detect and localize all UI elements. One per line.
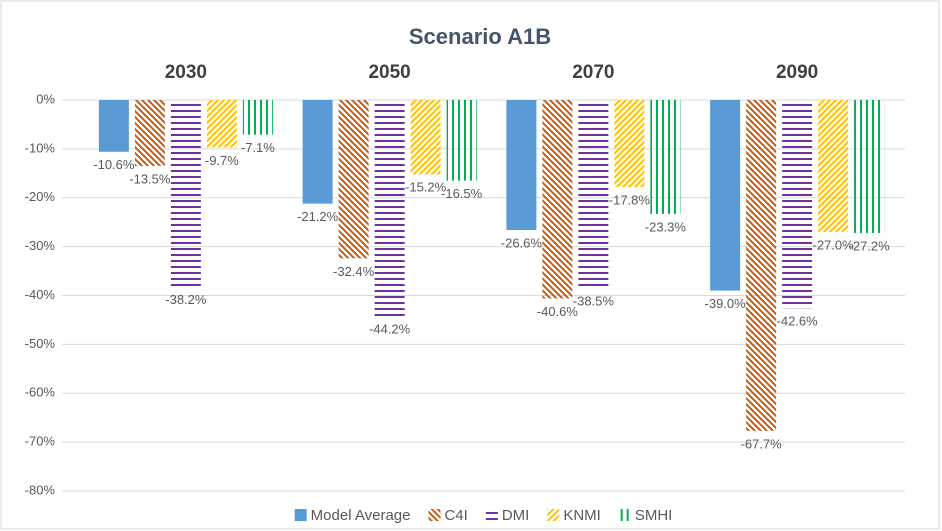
data-label: -17.8% — [609, 192, 651, 207]
bar — [242, 100, 273, 135]
data-label: -9.7% — [205, 153, 239, 168]
data-label: -32.4% — [333, 264, 375, 279]
bar — [650, 100, 681, 214]
data-label: -27.2% — [849, 238, 891, 253]
y-tick-label: 0% — [36, 91, 55, 106]
bar — [542, 100, 573, 299]
legend-swatch — [428, 509, 441, 521]
data-label: -7.1% — [241, 140, 275, 155]
data-label: -44.2% — [369, 321, 411, 336]
data-label: -10.6% — [93, 157, 135, 172]
legend-label: SMHI — [635, 507, 673, 524]
legend-label: KNMI — [563, 507, 601, 524]
y-tick-label: -70% — [25, 434, 56, 449]
chart-title: Scenario A1B — [409, 24, 551, 49]
data-label: -13.5% — [129, 171, 171, 186]
category-label: 2030 — [165, 62, 207, 83]
data-label: -27.0% — [813, 237, 855, 252]
legend: Model Average C4I DMI KNMI SMHI — [294, 507, 673, 524]
data-label: -15.2% — [405, 180, 447, 195]
data-label: -40.6% — [537, 304, 579, 319]
bar — [614, 100, 645, 187]
data-label: -16.5% — [441, 186, 483, 201]
y-tick-label: -50% — [25, 336, 56, 351]
category-label: 2090 — [776, 62, 818, 83]
legend-label: Model Average — [311, 507, 411, 524]
data-label: -23.3% — [645, 219, 687, 234]
bar — [746, 100, 777, 431]
bar — [302, 100, 333, 204]
y-tick-label: -80% — [25, 482, 56, 497]
y-tick-label: -60% — [25, 385, 56, 400]
bar — [578, 100, 609, 289]
y-tick-label: -40% — [25, 287, 56, 302]
bar — [98, 100, 129, 152]
data-label: -38.2% — [165, 292, 207, 307]
y-tick-label: -10% — [25, 140, 56, 155]
bar — [170, 100, 201, 287]
data-label: -38.5% — [573, 294, 615, 309]
bar — [782, 100, 813, 309]
legend-label: DMI — [502, 507, 530, 524]
bar — [710, 100, 741, 291]
data-label: -21.2% — [297, 209, 339, 224]
y-tick-label: -30% — [25, 238, 56, 253]
bar — [446, 100, 477, 181]
bar — [410, 100, 441, 175]
legend-swatch — [547, 509, 560, 521]
legend-swatch — [294, 509, 307, 521]
category-label: 2050 — [368, 62, 410, 83]
bar — [854, 100, 885, 233]
category-label: 2070 — [572, 62, 614, 83]
bar — [206, 100, 237, 148]
data-label: -67.7% — [741, 436, 783, 451]
legend-swatch — [618, 509, 631, 521]
bar — [818, 100, 849, 232]
bar — [506, 100, 537, 231]
data-label: -42.6% — [777, 314, 819, 329]
bar — [134, 100, 165, 166]
bar — [338, 100, 369, 259]
data-label: -26.6% — [501, 235, 543, 250]
legend-label: C4I — [444, 507, 467, 524]
y-tick-label: -20% — [25, 189, 56, 204]
data-label: -39.0% — [705, 296, 747, 311]
bar — [374, 100, 405, 317]
legend-swatch — [485, 509, 498, 521]
